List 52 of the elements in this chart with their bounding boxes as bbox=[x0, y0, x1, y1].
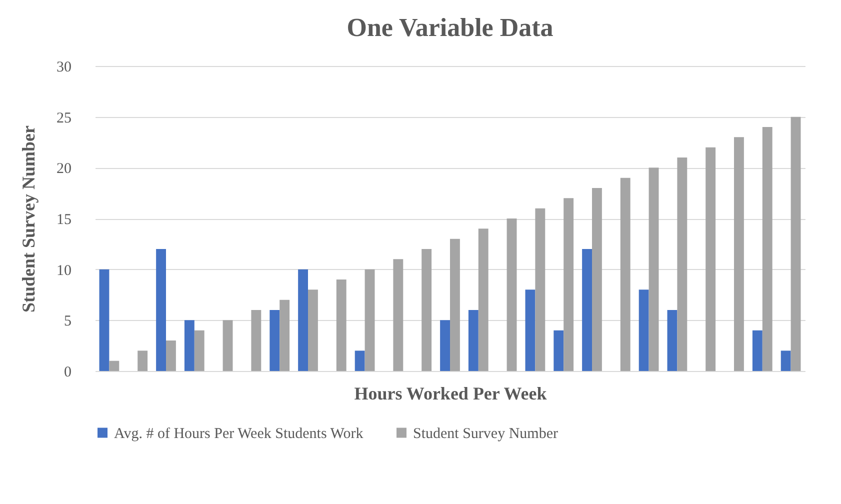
bar bbox=[422, 249, 432, 371]
bar bbox=[222, 320, 233, 371]
bar bbox=[440, 320, 450, 371]
bar bbox=[393, 259, 404, 371]
bar bbox=[468, 310, 478, 371]
y-tick-label: 30 bbox=[56, 60, 72, 76]
bar bbox=[667, 310, 678, 371]
bar bbox=[620, 178, 630, 371]
bar bbox=[638, 290, 649, 371]
bar bbox=[194, 330, 204, 371]
bar bbox=[354, 350, 365, 371]
bar bbox=[780, 350, 791, 371]
bar bbox=[592, 188, 602, 371]
legend-label: Avg. # of Hours Per Week Students Work bbox=[114, 426, 364, 442]
bar bbox=[450, 238, 460, 371]
bar bbox=[138, 350, 148, 371]
bar bbox=[298, 269, 308, 371]
bar bbox=[99, 269, 110, 371]
bar bbox=[554, 330, 564, 371]
y-axis-title: Student Survey Number bbox=[18, 125, 38, 313]
bar bbox=[166, 340, 176, 371]
bar bbox=[564, 198, 574, 371]
chart-title: One Variable Data bbox=[346, 13, 554, 42]
y-tick-label: 20 bbox=[56, 161, 72, 178]
bar bbox=[270, 310, 280, 371]
bar bbox=[752, 330, 762, 371]
bar bbox=[336, 280, 346, 371]
bar bbox=[156, 249, 166, 371]
y-tick-label: 15 bbox=[56, 212, 72, 228]
bar bbox=[364, 269, 375, 371]
bar bbox=[184, 320, 194, 371]
y-tick-label: 5 bbox=[64, 314, 72, 330]
bar bbox=[251, 310, 262, 371]
bar bbox=[790, 116, 801, 371]
bar bbox=[677, 158, 688, 371]
y-tick-label: 25 bbox=[56, 110, 72, 126]
bar bbox=[762, 127, 772, 371]
y-tick-label: 0 bbox=[64, 364, 72, 380]
legend-label: Student Survey Number bbox=[413, 426, 558, 442]
bar bbox=[308, 290, 318, 371]
bar bbox=[506, 218, 517, 371]
bar bbox=[109, 360, 120, 371]
bar bbox=[478, 228, 488, 371]
bar bbox=[706, 147, 716, 371]
y-tick-label: 10 bbox=[56, 262, 72, 279]
bar bbox=[525, 290, 536, 371]
x-axis-title: Hours Worked Per Week bbox=[354, 384, 547, 404]
bar bbox=[734, 137, 744, 371]
bar bbox=[535, 208, 546, 371]
bar bbox=[582, 249, 592, 371]
bar bbox=[648, 168, 659, 371]
bar bbox=[280, 300, 290, 371]
